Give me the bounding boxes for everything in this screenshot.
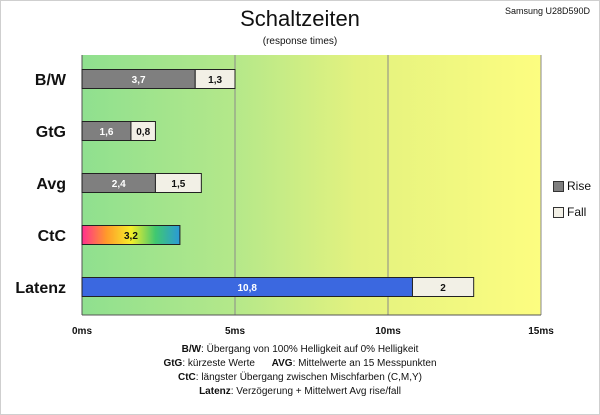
note-ctc: CtC: längster Übergang zwischen Mischfar… [0,371,600,385]
note-text: : Mittelwerte an 15 Messpunkten [292,358,437,369]
x-tick-label: 0ms [72,326,92,337]
category-label: B/W [35,72,67,89]
bar-rise-label: 2,4 [112,179,126,190]
note-key: CtC [178,372,196,383]
note-key: B/W [181,344,202,355]
bar-rise-label: 10,8 [238,283,258,294]
legend-label-fall: Fall [567,205,587,219]
note-bw: B/W: Übergang von 100% Helligkeit auf 0%… [0,343,600,357]
category-label: Avg [36,176,66,193]
bar-fall-label: 2 [440,283,446,294]
monitor-model: Samsung U28D590D [504,6,590,16]
x-tick-label: 10ms [375,326,401,337]
bar-fall [130,121,156,141]
x-tick-label: 15ms [528,326,554,337]
chart-subtitle: (response times) [262,36,338,47]
note-text: : kürzeste Werte [182,358,255,369]
note-text: : längster Übergang zwischen Mischfarben… [195,372,422,383]
note-key: GtG [163,358,183,369]
legend-swatch-rise [553,181,564,192]
legend-swatch-fall [553,207,564,218]
note-key: Latenz [199,386,231,397]
category-label: Latenz [15,280,66,297]
note-latenz: Latenz: Verzögerung + Mittelwert Avg ris… [0,385,600,399]
legend-label-rise: Rise [567,179,592,193]
bar-rise-label: 3,2 [124,231,138,242]
note-text: : Übergang von 100% Helligkeit auf 0% He… [201,344,419,355]
note-gtg-avg: GtG: kürzeste Werte AVG: Mittelwerte an … [0,357,600,371]
bar-rise-label: 3,7 [132,75,146,86]
note-text: : Verzögerung + Mittelwert Avg rise/fall [230,386,401,397]
bar-fall [194,69,236,89]
notes: B/W: Übergang von 100% Helligkeit auf 0%… [0,343,600,399]
x-tick-label: 5ms [225,326,245,337]
category-label: CtC [38,228,67,245]
bar-fall-label: 0,8 [136,127,150,138]
bar-rise-label: 1,6 [100,127,114,138]
bar-rise [81,225,181,245]
bar-fall-label: 1,5 [171,179,185,190]
bar-fall [411,277,475,297]
chart-title: Schaltzeiten [240,6,360,31]
bar-fall [154,173,202,193]
category-label: GtG [36,124,66,141]
bar-fall-label: 1,3 [208,75,222,86]
note-key: AVG [271,358,293,369]
